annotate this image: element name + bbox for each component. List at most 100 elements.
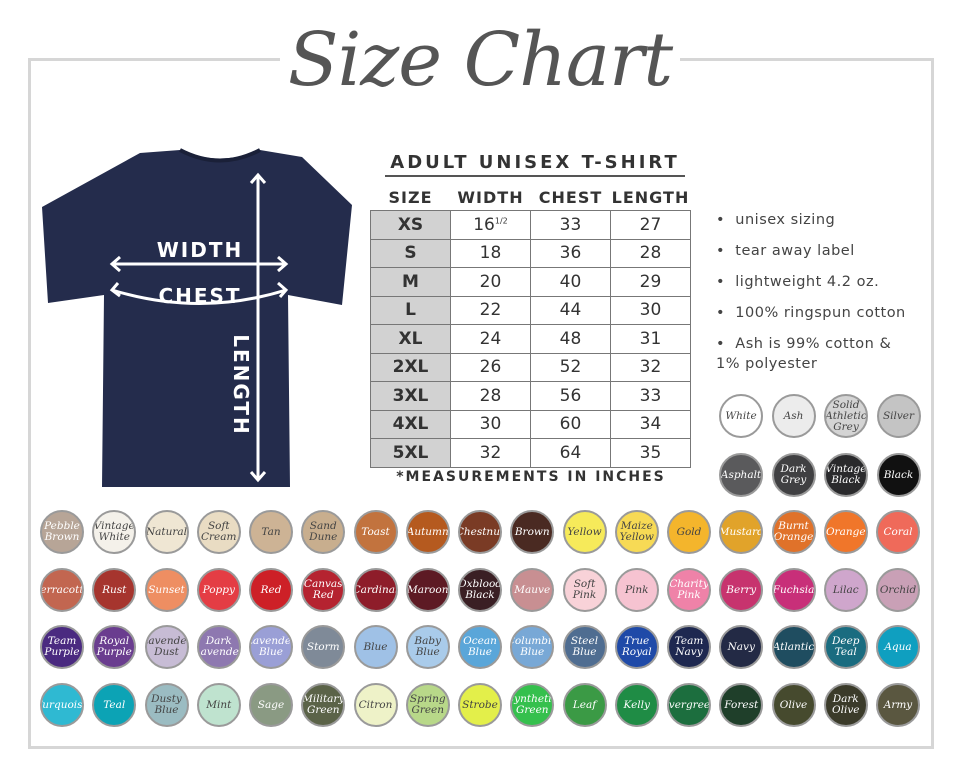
table-row: 3XL 28 56 33 bbox=[370, 381, 691, 411]
table-cell: 64 bbox=[530, 438, 611, 468]
chest-label: CHEST bbox=[158, 284, 241, 308]
width-label: WIDTH bbox=[157, 238, 243, 262]
color-swatch: Pink bbox=[614, 568, 659, 612]
table-cell: 32 bbox=[450, 438, 531, 468]
table-title: ADULT UNISEX T-SHIRT bbox=[385, 152, 685, 177]
table-cell: 33 bbox=[610, 381, 691, 411]
color-swatch: Army bbox=[876, 683, 920, 727]
color-swatch: Maroon bbox=[405, 568, 450, 612]
color-swatch: True Royal bbox=[614, 625, 659, 669]
color-swatch: Natural bbox=[144, 510, 189, 554]
color-swatch: Strobe bbox=[458, 683, 502, 727]
table-cell: 27 bbox=[610, 210, 691, 240]
feature-text: tear away label bbox=[735, 243, 855, 259]
table-cell: 30 bbox=[610, 295, 691, 325]
table-cell: 20 bbox=[450, 267, 531, 297]
feature-text: Ash is 99% cotton & 1% polyester bbox=[716, 336, 892, 372]
bullet-icon: • bbox=[716, 274, 736, 290]
color-swatch: Cardinal bbox=[353, 568, 398, 612]
color-swatch: Forest bbox=[719, 683, 764, 727]
feature-text: 100% ringspun cotton bbox=[735, 305, 906, 321]
color-swatch: Storm bbox=[301, 625, 346, 669]
color-swatch: Soft Cream bbox=[196, 510, 241, 554]
color-swatch: Maize Yellow bbox=[614, 510, 659, 554]
color-swatch: Charity Pink bbox=[667, 568, 711, 612]
color-swatch: Mustard bbox=[719, 510, 764, 554]
color-swatch: Oxblood Black bbox=[458, 568, 502, 612]
table-cell: L bbox=[370, 295, 451, 325]
table-cell: 52 bbox=[530, 352, 611, 382]
bullet-icon: • bbox=[716, 212, 736, 228]
table-row: XL 24 48 31 bbox=[370, 324, 691, 354]
color-swatch: Pebble Brown bbox=[40, 510, 84, 554]
table-row: XS 161/2 33 27 bbox=[370, 210, 691, 240]
color-swatch: Dark Grey bbox=[771, 453, 816, 497]
table-cell: 48 bbox=[530, 324, 611, 354]
color-swatch: White bbox=[719, 394, 763, 438]
column-header: WIDTH bbox=[457, 187, 524, 207]
color-swatch: Silver bbox=[876, 394, 921, 438]
color-swatch: Synthetic Green bbox=[510, 683, 555, 727]
column-header: SIZE bbox=[388, 187, 433, 207]
table-cell: 44 bbox=[530, 295, 611, 325]
feature-text: unisex sizing bbox=[735, 212, 836, 228]
color-swatch: Vintage White bbox=[92, 510, 137, 554]
color-swatch: Blue bbox=[353, 625, 398, 669]
color-swatch: Chestnut bbox=[458, 510, 502, 554]
color-swatch: Aqua bbox=[876, 625, 920, 669]
table-row: 2XL 26 52 32 bbox=[370, 352, 691, 382]
color-swatch: Black bbox=[876, 453, 921, 497]
color-swatch: Toast bbox=[353, 510, 398, 554]
table-cell: 30 bbox=[450, 409, 531, 439]
color-swatch: Team Navy bbox=[667, 625, 711, 669]
color-swatch: Orange bbox=[823, 510, 868, 554]
color-swatch: Sage bbox=[249, 683, 293, 727]
color-swatch: Fuchsia bbox=[771, 568, 816, 612]
header-row: SIZE WIDTH CHEST LENGTH bbox=[371, 184, 691, 211]
color-swatch: Rust bbox=[92, 568, 137, 612]
color-swatch: Canvas Red bbox=[301, 568, 346, 612]
color-swatch: Dark Olive bbox=[823, 683, 868, 727]
color-swatch: Baby Blue bbox=[405, 625, 450, 669]
table-cell: 4XL bbox=[370, 409, 451, 439]
bullet-icon: • bbox=[716, 243, 736, 259]
table-cell: 161/2 bbox=[450, 210, 531, 240]
color-swatch: Sand Dune bbox=[301, 510, 346, 554]
color-swatch: Tan bbox=[249, 510, 293, 554]
bullet-icon: • bbox=[716, 305, 736, 321]
color-swatch: Lavender Blue bbox=[249, 625, 293, 669]
color-swatch: Lavender Dust bbox=[144, 625, 189, 669]
color-swatch: Kelly bbox=[614, 683, 659, 727]
color-swatch: Teal bbox=[92, 683, 137, 727]
feature: • Ash is 99% cotton & 1% polyester bbox=[716, 334, 916, 374]
color-swatch: Gold bbox=[667, 510, 711, 554]
feature-list: • unisex sizing • tear away label • lightw… bbox=[716, 210, 916, 385]
color-swatch: Autumn bbox=[405, 510, 450, 554]
table-cell: 5XL bbox=[370, 438, 451, 468]
color-swatch: Coral bbox=[876, 510, 920, 554]
table-cell: 28 bbox=[610, 238, 691, 268]
bullet-icon: • bbox=[716, 336, 736, 352]
length-label: LENGTH bbox=[229, 334, 253, 436]
table-cell: 24 bbox=[450, 324, 531, 354]
table-cell: 56 bbox=[530, 381, 611, 411]
color-swatch: Olive bbox=[771, 683, 816, 727]
color-swatch: Leaf bbox=[562, 683, 607, 727]
color-swatch: Dark Lavender bbox=[196, 625, 241, 669]
color-swatch: Yellow bbox=[562, 510, 607, 554]
color-swatch: Turquoise bbox=[40, 683, 84, 727]
color-swatch: Deep Teal bbox=[823, 625, 868, 669]
color-swatch: Citron bbox=[353, 683, 398, 727]
table-cell: 36 bbox=[530, 238, 611, 268]
color-swatch: Dusty Blue bbox=[144, 683, 189, 727]
color-swatch: Evergreen bbox=[667, 683, 711, 727]
title: Size Chart bbox=[280, 0, 680, 120]
feature: • lightweight 4.2 oz. bbox=[716, 272, 916, 292]
color-swatch: Berry bbox=[719, 568, 764, 612]
color-swatch: Vintage Black bbox=[824, 453, 868, 497]
color-swatch: Team Purple bbox=[40, 625, 84, 669]
color-swatch: Asphalt bbox=[719, 453, 763, 497]
feature: • 100% ringspun cotton bbox=[716, 303, 916, 323]
table-cell: 2XL bbox=[370, 352, 451, 382]
